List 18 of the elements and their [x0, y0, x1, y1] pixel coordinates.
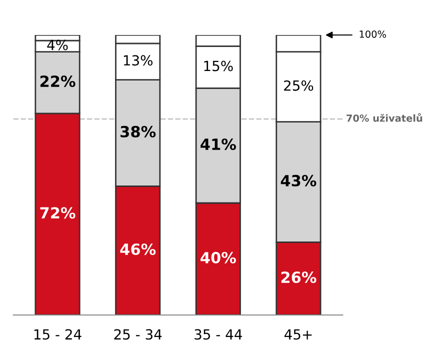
text: 100%	[360, 30, 386, 38]
data-label: 15%	[204, 60, 233, 72]
data-label: 4%	[47, 40, 68, 50]
ref-line-label: 70% uživatelů	[346, 113, 422, 122]
data-label: 46%	[120, 243, 156, 256]
data-label: 41%	[200, 138, 236, 150]
data-label: 25%	[284, 80, 314, 91]
data-label: 72%	[40, 207, 76, 219]
data-label: 38%	[120, 126, 156, 138]
data-label: 22%	[40, 75, 76, 88]
data-label: 43%	[280, 174, 316, 186]
x-tick-label: 15 - 24	[34, 329, 82, 340]
x-tick-label: 35 - 44	[194, 329, 242, 340]
x-tick-label: 45+	[284, 329, 312, 340]
data-label: 13%	[124, 55, 153, 66]
x-tick-label: 25 - 34	[114, 329, 162, 340]
data-label: 40%	[200, 252, 236, 264]
data-label: 26%	[281, 271, 316, 284]
